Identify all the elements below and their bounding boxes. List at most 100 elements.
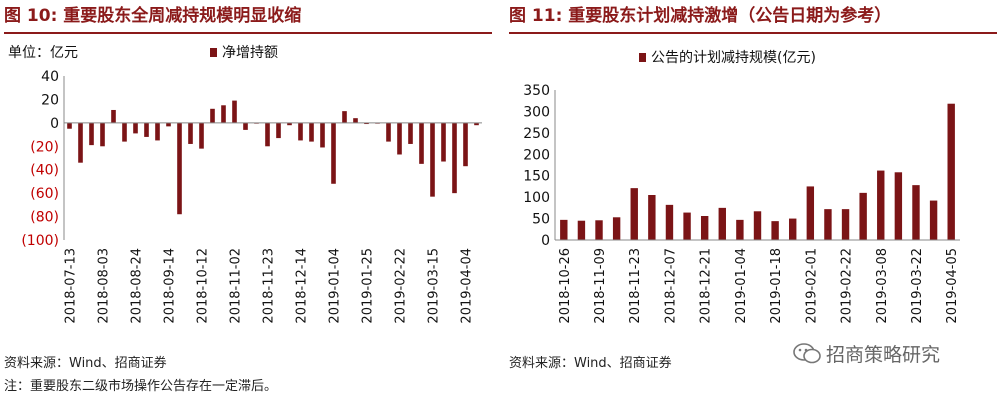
- left-bar-chart: 单位：亿元 净增持额 40 20 0 (20) (40) (60) (80) (100) 2018-…: [8, 45, 482, 324]
- legend-swatch: [210, 48, 217, 57]
- bar: [718, 207, 726, 240]
- bar: [199, 122, 204, 149]
- x-tick-label: 2018-10-26: [558, 248, 573, 324]
- bar: [929, 200, 938, 240]
- y-tick-label: 0: [541, 233, 550, 249]
- x-tick-label: 2019-02-22: [394, 248, 409, 324]
- bar: [122, 122, 127, 142]
- bar: [67, 122, 72, 129]
- x-tick-label: 2018-11-23: [262, 248, 277, 324]
- bar: [612, 217, 621, 240]
- bar: [364, 122, 369, 125]
- bar: [155, 122, 160, 141]
- bar: [133, 122, 138, 134]
- right-bar-chart: 公告的计划减持规模(亿元) 0 50 100 150 200 250 300 350 2018-1…: [523, 50, 960, 324]
- bar: [577, 220, 586, 240]
- x-tick-label: 2019-03-22: [910, 248, 925, 324]
- x-tick-label: 2019-02-01: [804, 248, 819, 324]
- bar: [397, 122, 402, 155]
- x-tick-label: 2019-01-25: [361, 248, 376, 324]
- x-tick-label: 2019-04-04: [460, 248, 475, 324]
- bar: [320, 122, 325, 148]
- bar: [331, 122, 336, 184]
- y-tick-label: 250: [523, 126, 550, 142]
- x-tick-label: 2018-07-13: [64, 248, 79, 324]
- x-tick-label: 2018-12-07: [664, 248, 679, 324]
- bar: [287, 122, 292, 126]
- bar: [683, 212, 691, 240]
- x-tick-label: 2019-03-08: [875, 248, 890, 324]
- x-tick-label: 2018-08-24: [130, 248, 145, 324]
- bar: [298, 122, 303, 141]
- y-tick-label: 200: [523, 147, 550, 163]
- y-tick-label: (60): [30, 186, 59, 202]
- bar: [595, 220, 603, 240]
- y-tick-label: 0: [50, 116, 59, 132]
- left-chart-title: 图 10: 重要股东全周减持规模明显收缩: [4, 6, 302, 26]
- bar: [89, 122, 94, 146]
- bar: [806, 186, 815, 240]
- bar: [232, 100, 237, 123]
- x-tick-label: 2018-12-21: [699, 248, 714, 324]
- y-tick-label: (80): [30, 210, 59, 226]
- bar: [144, 122, 149, 137]
- bar: [877, 170, 885, 240]
- bar: [736, 219, 744, 240]
- left-note-text: 注：重要股东二级市场操作公告存在一定滞后。: [4, 379, 278, 394]
- y-tick-label: 100: [523, 190, 550, 206]
- bar: [665, 204, 674, 240]
- x-tick-label: 2018-08-03: [97, 248, 112, 324]
- watermark: 招商策略研究: [792, 340, 997, 366]
- watermark-text: 招商策略研究: [826, 344, 941, 366]
- bar: [824, 209, 832, 240]
- left-title-rule: [4, 32, 492, 34]
- right-chart-title: 图 11: 重要股东计划减持激增（公告日期为参考）: [509, 6, 892, 26]
- bar: [243, 122, 248, 130]
- left-source-text: 资料来源：Wind、招商证券: [4, 356, 167, 371]
- bar: [452, 122, 457, 194]
- bar: [859, 192, 867, 240]
- bar: [177, 122, 182, 215]
- bar: [430, 122, 435, 197]
- bar: [912, 185, 920, 240]
- y-tick-label: (40): [30, 163, 59, 179]
- x-tick-label: 2019-02-22: [840, 248, 855, 324]
- bar: [789, 218, 797, 240]
- bar: [560, 219, 568, 240]
- x-tick-label: 2019-01-04: [328, 248, 343, 324]
- bar: [463, 122, 468, 167]
- bar: [648, 195, 656, 240]
- y-tick-label: 20: [41, 92, 59, 108]
- bar: [111, 109, 116, 123]
- x-tick-label: 2018-10-12: [196, 248, 211, 324]
- bar: [78, 122, 83, 163]
- x-tick-label: 2019-01-18: [769, 248, 784, 324]
- wechat-icon: [793, 343, 821, 364]
- x-tick-label: 2018-11-02: [229, 248, 244, 324]
- bar: [841, 209, 850, 240]
- bar: [276, 122, 281, 139]
- legend-label: 净增持额: [222, 45, 278, 61]
- bar: [265, 122, 270, 147]
- y-tick-label: 50: [532, 212, 550, 228]
- y-tick-label: 150: [523, 169, 550, 185]
- y-tick-label: 40: [41, 69, 59, 85]
- x-tick-label: 2019-04-05: [945, 248, 960, 324]
- bar: [419, 122, 424, 164]
- x-tick-label: 2018-11-23: [628, 248, 643, 324]
- bar: [753, 211, 762, 240]
- bar: [353, 118, 358, 123]
- bar: [947, 103, 955, 241]
- bar: [408, 122, 413, 144]
- left-chart-panel: 图 10: 重要股东全周减持规模明显收缩 单位：亿元 净增持额 40 20 0 (20) (…: [0, 0, 495, 400]
- bar: [221, 105, 226, 123]
- y-unit-label: 单位：亿元: [8, 45, 78, 61]
- bar: [342, 111, 347, 123]
- legend-swatch: [639, 53, 646, 62]
- y-tick-label: 350: [523, 83, 550, 99]
- bar: [894, 172, 903, 240]
- bar: [630, 188, 638, 240]
- bar: [700, 216, 709, 240]
- y-tick-label: 300: [523, 104, 550, 120]
- bar: [441, 122, 446, 162]
